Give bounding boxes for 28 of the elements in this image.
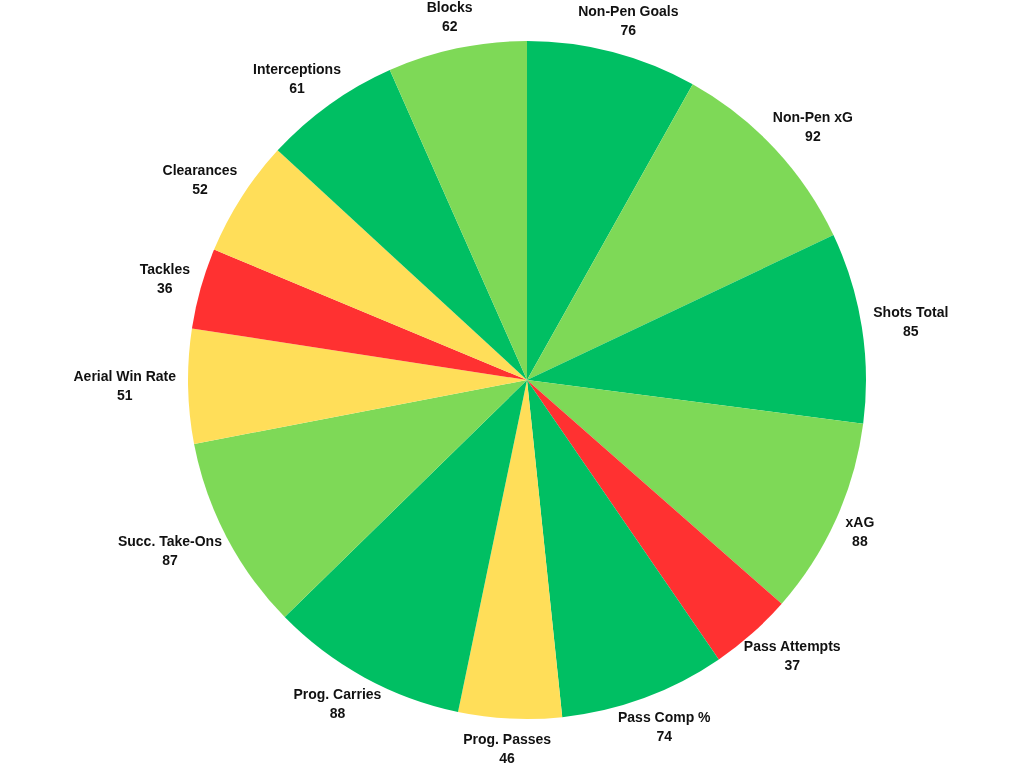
data-label: 52 xyxy=(192,180,208,197)
slice-label: Pass Comp % xyxy=(617,708,712,725)
data-label: 88 xyxy=(329,704,346,721)
data-label: 37 xyxy=(784,657,801,674)
slice-label: Prog. Carries xyxy=(293,685,382,702)
data-label: 76 xyxy=(620,22,637,39)
slice-label: Non-Pen Goals xyxy=(578,3,679,20)
data-label: 92 xyxy=(805,127,821,144)
slice-label: xAG xyxy=(845,513,875,530)
data-label: 85 xyxy=(903,322,919,339)
data-label: 88 xyxy=(852,532,868,549)
slice-label: Shots Total xyxy=(873,303,949,320)
slice-label: Succ. Take-Ons xyxy=(117,532,223,549)
data-label: 62 xyxy=(441,18,458,35)
data-label: 51 xyxy=(117,387,133,404)
slice-label: Prog. Passes xyxy=(463,730,552,747)
data-label: 61 xyxy=(289,79,305,96)
slice-label: Aerial Win Rate xyxy=(73,368,177,385)
slice-label: Clearances xyxy=(162,161,238,178)
slice-label: Blocks xyxy=(426,0,473,16)
data-label: 46 xyxy=(499,749,516,766)
slice-label: Interceptions xyxy=(253,60,342,77)
data-label: 87 xyxy=(162,551,178,568)
slice-label: Pass Attempts xyxy=(743,638,841,655)
slice-label: Non-Pen xG xyxy=(772,108,854,125)
data-label: 36 xyxy=(157,280,173,297)
slice-label: Tackles xyxy=(139,261,191,278)
data-label: 74 xyxy=(656,727,673,744)
